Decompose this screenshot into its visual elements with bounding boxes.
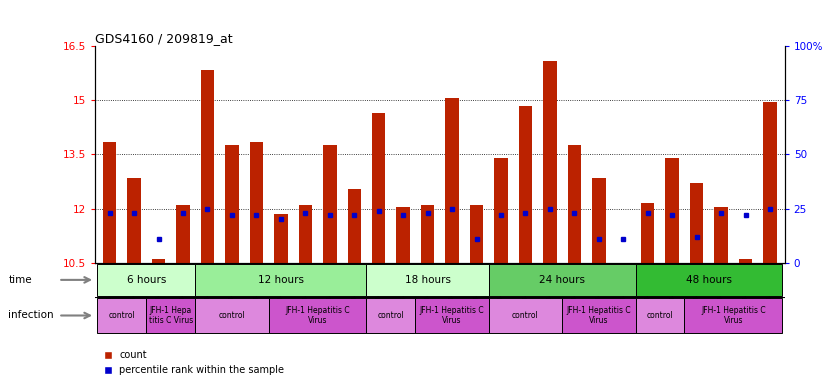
Bar <box>372 113 386 263</box>
Bar <box>421 205 434 263</box>
Bar <box>103 142 116 263</box>
Bar <box>348 189 361 263</box>
Bar <box>635 298 685 333</box>
Bar <box>544 61 557 263</box>
Bar <box>690 184 704 263</box>
Bar <box>367 298 415 333</box>
Text: JFH-1 Hepatitis C
Virus: JFH-1 Hepatitis C Virus <box>701 306 766 325</box>
Bar <box>152 259 165 263</box>
Text: 6 hours: 6 hours <box>126 275 166 285</box>
Bar <box>201 70 214 263</box>
Bar <box>97 298 146 333</box>
Bar <box>415 298 489 333</box>
Bar <box>323 146 336 263</box>
Bar <box>396 207 410 263</box>
Legend: count, percentile rank within the sample: count, percentile rank within the sample <box>100 346 288 379</box>
Bar <box>195 298 268 333</box>
Bar <box>445 98 458 263</box>
Text: JFH-1 Hepatitis C
Virus: JFH-1 Hepatitis C Virus <box>420 306 484 325</box>
Bar <box>195 263 367 296</box>
Bar <box>268 298 367 333</box>
Bar <box>489 263 635 296</box>
Bar <box>592 178 605 263</box>
Text: control: control <box>108 311 135 320</box>
Text: control: control <box>647 311 673 320</box>
Bar <box>127 178 141 263</box>
Bar <box>494 158 508 263</box>
Bar <box>666 158 679 263</box>
Bar <box>367 263 489 296</box>
Bar <box>567 146 581 263</box>
Bar <box>738 259 752 263</box>
Bar <box>714 207 728 263</box>
Text: 12 hours: 12 hours <box>258 275 304 285</box>
Bar <box>519 106 532 263</box>
Text: infection: infection <box>8 311 54 321</box>
Text: control: control <box>219 311 245 320</box>
Bar <box>274 214 287 263</box>
Text: control: control <box>377 311 404 320</box>
Text: JFH-1 Hepatitis C
Virus: JFH-1 Hepatitis C Virus <box>567 306 631 325</box>
Bar <box>641 203 654 263</box>
Bar <box>146 298 195 333</box>
Bar <box>225 146 239 263</box>
Text: 24 hours: 24 hours <box>539 275 585 285</box>
Bar <box>763 102 776 263</box>
Bar <box>563 298 635 333</box>
Text: time: time <box>8 275 32 285</box>
Text: 48 hours: 48 hours <box>686 275 732 285</box>
Text: 18 hours: 18 hours <box>405 275 451 285</box>
Bar <box>470 205 483 263</box>
Bar <box>299 205 312 263</box>
Bar <box>635 263 782 296</box>
Text: JFH-1 Hepa
titis C Virus: JFH-1 Hepa titis C Virus <box>149 306 193 325</box>
Bar <box>685 298 782 333</box>
Bar <box>97 263 195 296</box>
Bar <box>176 205 190 263</box>
Text: JFH-1 Hepatitis C
Virus: JFH-1 Hepatitis C Virus <box>285 306 350 325</box>
Text: GDS4160 / 209819_at: GDS4160 / 209819_at <box>95 32 233 45</box>
Bar <box>249 142 263 263</box>
Text: control: control <box>512 311 539 320</box>
Bar <box>489 298 563 333</box>
